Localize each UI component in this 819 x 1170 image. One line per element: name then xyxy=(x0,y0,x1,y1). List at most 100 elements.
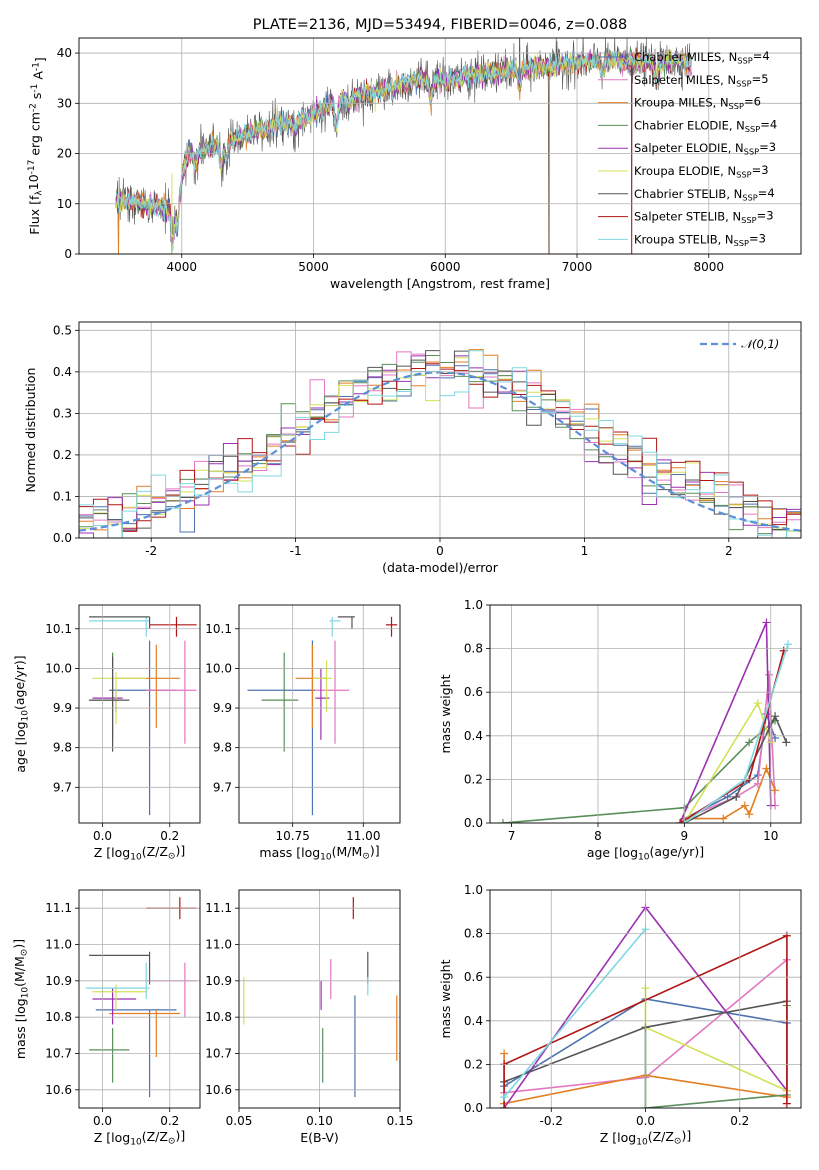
panel-age_vs_Z: 0.0 0.2 9.7 9.8 9.9 10.0 10.1 Z [log10​(Z/Z⊙​)]… xyxy=(12,604,201,863)
y-tick-label: 9.8 xyxy=(213,741,232,755)
y-tick-label: 0.2 xyxy=(53,448,72,462)
axes-frame xyxy=(238,889,401,1109)
errorbar-point xyxy=(329,616,341,637)
x-tick-label: 0.2 xyxy=(730,1114,749,1128)
panel-mass_vs_Z: 0.0 0.2 10.6 10.7 10.8 10.9 11.0 11.1 Z [log10​(… xyxy=(11,889,201,1148)
y-tick-label: 10.6 xyxy=(45,1083,72,1097)
age_vs_Z-plot-area xyxy=(89,616,197,816)
axes-frame xyxy=(238,604,401,824)
weight-marker xyxy=(745,810,754,819)
x-tick-label: 0.0 xyxy=(93,1114,112,1128)
weight-marker xyxy=(762,618,771,627)
x-axis-label: age [log10​(age/yr)] xyxy=(587,844,704,863)
legend-label: Salpeter MILES, NSSP​=5 xyxy=(634,72,769,88)
x-axis-label: Z [log10​(Z/Z⊙​)] xyxy=(600,1128,691,1148)
x-tick-label: 0 xyxy=(436,544,444,558)
axes-frame xyxy=(78,37,802,255)
weight-marker xyxy=(500,1049,509,1058)
x-tick-label: 7000 xyxy=(562,260,593,274)
y-tick-label: 0.4 xyxy=(464,729,483,743)
y-tick-label: 10 xyxy=(57,197,72,211)
y-tick-label: 9.9 xyxy=(213,701,232,715)
weight-marker xyxy=(753,699,762,708)
y-tick-label: 0.8 xyxy=(464,927,483,941)
x-axis-label: wavelength [Angstrom, rest frame] xyxy=(330,276,550,291)
mass_weight_vs_age-plot-area xyxy=(498,618,793,823)
x-tick-label: 8 xyxy=(594,829,602,843)
x-tick-label: 0.2 xyxy=(160,1114,179,1128)
y-tick-label: 9.9 xyxy=(53,701,72,715)
y-tick-label: 0.1 xyxy=(53,489,72,503)
y-tick-label: 1.0 xyxy=(464,598,483,612)
weight-series xyxy=(503,928,647,1098)
x-axis-label: mass [log10​(M/M⊙​)] xyxy=(259,843,379,863)
y-tick-label: 10.1 xyxy=(205,622,232,636)
y-tick-label: 10.7 xyxy=(45,1047,72,1061)
weight-marker xyxy=(765,670,774,679)
y-tick-label: 10.1 xyxy=(45,622,72,636)
legend-label: Chabrier ELODIE, NSSP​=4 xyxy=(634,117,777,133)
x-tick-label: 0.15 xyxy=(387,1114,414,1128)
errorbar-point xyxy=(315,668,330,740)
weight-marker xyxy=(745,738,754,747)
errorbar-point xyxy=(92,984,147,1010)
spectrum-plot-area xyxy=(115,38,692,254)
age_vs_mass-plot-area xyxy=(247,616,398,816)
errorbar-point xyxy=(89,652,120,740)
y-tick-label: 0.4 xyxy=(464,1014,483,1028)
errorbar-point xyxy=(92,672,147,724)
y-tick-label: 11.0 xyxy=(45,938,72,952)
y-tick-label: 30 xyxy=(57,96,72,110)
errorbar-point xyxy=(92,988,137,1025)
figure-title: PLATE=2136, MJD=53494, FIBERID=0046, z=0… xyxy=(253,17,627,33)
legend-label: Kroupa ELODIE, NSSP​=3 xyxy=(634,163,769,179)
weight-marker xyxy=(784,640,793,649)
y-tick-label: 9.8 xyxy=(53,741,72,755)
errorbar-point xyxy=(295,644,327,728)
legend-label: Salpeter ELODIE, NSSP​=3 xyxy=(634,140,776,156)
x-tick-label: 4000 xyxy=(166,260,197,274)
x-axis-label: E(B-V) xyxy=(300,1130,339,1145)
legend-label: Chabrier MILES, NSSP​=4 xyxy=(634,49,770,65)
errorbar-point xyxy=(146,640,197,744)
axes-frame xyxy=(489,604,802,824)
y-tick-label: 0.0 xyxy=(464,1101,483,1115)
weight-marker xyxy=(723,792,732,801)
axes-frame xyxy=(78,889,201,1109)
weight-marker xyxy=(771,712,780,721)
y-tick-label: 0.0 xyxy=(464,816,483,830)
spectrum-line xyxy=(115,50,692,252)
errorbar-point xyxy=(337,616,355,629)
panel-spectrum: 4000 5000 6000 7000 8000 0 10 20 30 40 wavelength … xyxy=(26,37,802,291)
x-tick-label: 11.00 xyxy=(346,829,380,843)
x-tick-label: 10 xyxy=(763,829,778,843)
x-tick-label: 5000 xyxy=(298,260,329,274)
x-tick-label: 1 xyxy=(581,544,589,558)
y-tick-label: 0.0 xyxy=(53,531,72,545)
panel-residuals: -2 -1 0 1 2 0.0 0.1 0.2 0.3 0.4 0.5 (data-model)/er… xyxy=(23,321,802,575)
errorbar-point xyxy=(146,962,197,1018)
axes-frame xyxy=(78,321,802,539)
x-tick-label: 0.0 xyxy=(636,1114,655,1128)
weight-series xyxy=(684,766,776,820)
y-tick-label: 11.1 xyxy=(45,901,72,915)
x-tick-label: 6000 xyxy=(430,260,461,274)
panel-mass_weight_vs_Z: -0.2 0.0 0.2 0.0 0.2 0.4 0.6 0.8 1.0 Z [log10​(Z/… xyxy=(438,883,802,1148)
y-tick-label: 0.3 xyxy=(53,406,72,420)
x-tick-label: -0.2 xyxy=(540,1114,563,1128)
y-tick-label: 10.7 xyxy=(205,1047,232,1061)
panel-mass_weight_vs_age: 7 8 9 10 0.0 0.2 0.4 0.6 0.8 1.0 age [log10​(age/y… xyxy=(438,598,802,863)
legend: Chabrier MILES, NSSP​=4 Salpeter MILES, N… xyxy=(598,49,777,248)
errorbar-point xyxy=(109,1009,180,1058)
errorbar-point xyxy=(247,640,316,816)
y-tick-label: 20 xyxy=(57,147,72,161)
weight-marker xyxy=(771,786,780,795)
errorbar-point xyxy=(109,640,177,816)
x-axis-label: Z [log10​(Z/Z⊙​)] xyxy=(94,1128,185,1148)
weight-marker xyxy=(732,792,741,801)
weight-marker xyxy=(782,931,791,940)
errorbar-point xyxy=(312,660,333,713)
weight-series xyxy=(644,988,788,1092)
y-tick-label: 10.9 xyxy=(205,974,232,988)
